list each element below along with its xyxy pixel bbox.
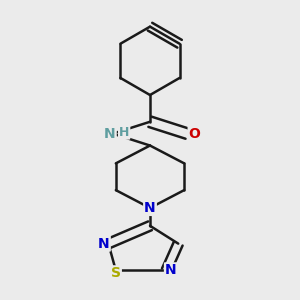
Text: S: S	[111, 266, 121, 280]
Text: O: O	[189, 127, 200, 141]
Text: H: H	[119, 126, 129, 139]
Text: N: N	[104, 127, 116, 141]
Text: N: N	[98, 237, 110, 250]
Text: N: N	[144, 201, 156, 215]
Text: N: N	[165, 263, 177, 278]
